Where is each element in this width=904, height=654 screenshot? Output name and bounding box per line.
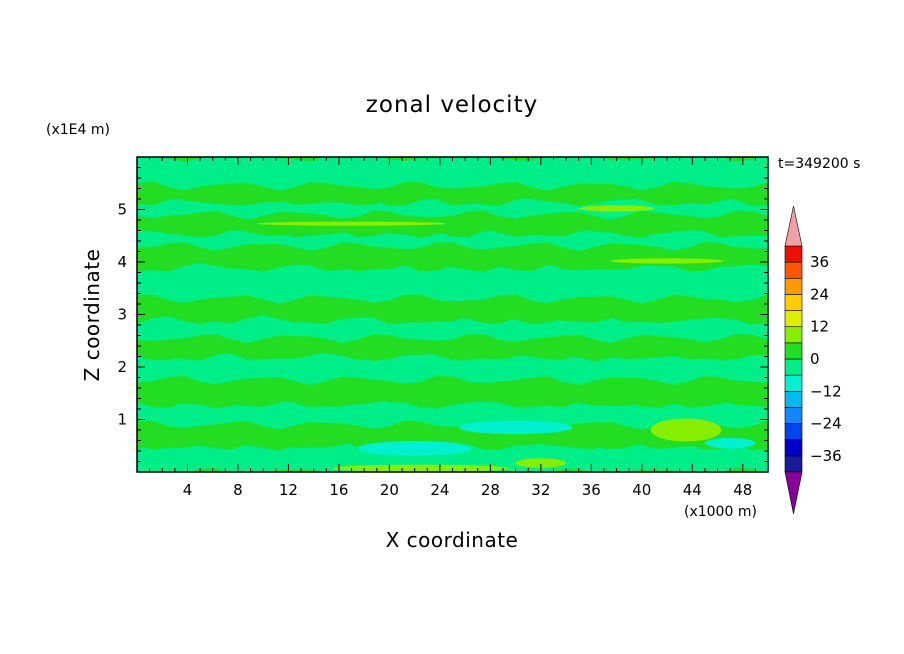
x-tick-label: 16 [329,481,348,499]
contour-field [137,157,768,472]
x-tick-label: 4 [183,481,193,499]
colorbar-swatch [784,245,803,263]
y-axis-title: Z coordinate [80,249,104,382]
contour-band [137,157,768,191]
colorbar: 36 24 12 0 −12 −24 −36 [784,205,842,515]
colorbar-swatch [784,390,803,408]
contour-band [137,375,768,408]
x-axis-title: X coordinate [386,528,519,552]
x-tick-label: 48 [733,481,752,499]
contour-band [137,399,768,430]
colorbar-extend-min [784,471,803,515]
contour-band [137,420,768,451]
x-tick-label: 8 [233,481,243,499]
y-unit-label: (x1E4 m) [46,122,110,138]
x-axis: 4 8 12 16 20 24 28 32 36 40 44 48 [149,157,756,499]
colorbar-swatch [784,439,803,457]
time-label: t=349200 s [778,156,860,172]
contour-patch [256,221,447,226]
x-tick-label: 44 [683,481,702,499]
colorbar-tick-label: −36 [810,447,842,465]
contour-band [137,351,768,386]
contour-patch [458,420,573,435]
contour-patch [332,464,510,472]
contour-band [137,294,768,324]
colorbar-swatch [784,261,803,279]
contour-patch [610,258,724,264]
colorbar-tick-label: −12 [810,382,842,400]
colorbar-swatch [784,374,803,392]
contour-patch [650,418,722,442]
contour-patch [578,205,655,212]
colorbar-swatch [784,423,803,441]
y-tick-label: 2 [117,358,127,376]
contour-patch [515,458,567,468]
x-tick-label: 28 [481,481,500,499]
colorbar-tick-label: −24 [810,415,842,433]
chart-title: zonal velocity [366,92,538,118]
colorbar-tick-label: 24 [810,285,829,303]
y-axis: 1 2 3 4 5 [117,167,768,462]
x-tick-label: 12 [279,481,298,499]
contour-band [137,441,768,472]
y-tick-label: 4 [117,253,127,271]
colorbar-swatch [784,310,803,328]
colorbar-swatch [784,326,803,344]
colorbar-tick-label: 0 [810,350,820,368]
contour-patch [704,437,756,449]
colorbar-swatch [784,455,803,473]
contour-band [137,262,768,304]
x-tick-label: 32 [531,481,550,499]
colorbar-swatch [784,358,803,376]
x-tick-label: 20 [380,481,399,499]
colorbar-tick-label: 36 [810,253,829,271]
colorbar-tick-label: 12 [810,318,829,336]
colorbar-extend-max [784,205,803,247]
x-unit-label: (x1000 m) [684,504,757,520]
contour-band [137,241,768,272]
x-tick-label: 40 [632,481,651,499]
colorbar-swatch [784,407,803,424]
contour-patch [357,441,472,456]
x-tick-label: 36 [582,481,601,499]
y-tick-label: 5 [117,201,127,219]
y-tick-label: 3 [117,306,127,324]
x-tick-label: 24 [430,481,449,499]
colorbar-swatch [784,294,803,311]
colorbar-swatch [784,277,803,295]
contour-band [137,228,768,252]
y-tick-label: 1 [117,411,127,429]
colorbar-swatch [784,342,803,360]
